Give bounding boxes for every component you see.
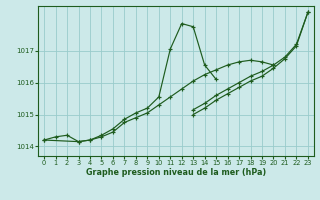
X-axis label: Graphe pression niveau de la mer (hPa): Graphe pression niveau de la mer (hPa)	[86, 168, 266, 177]
